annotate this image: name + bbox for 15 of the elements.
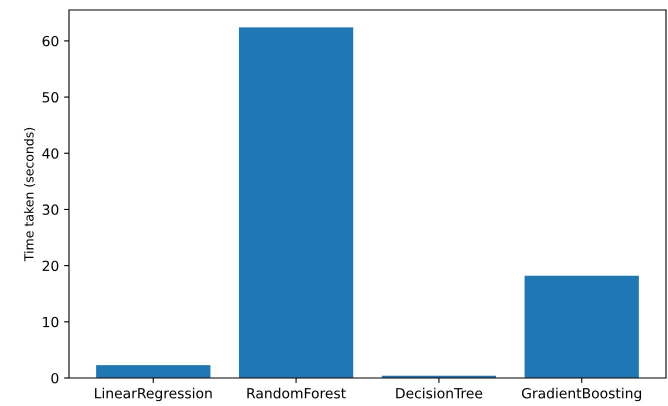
x-tick-label: RandomForest: [247, 388, 346, 398]
bar: [524, 276, 639, 378]
bar: [238, 27, 354, 378]
y-tick-label: 40: [42, 148, 58, 159]
y-tick-label: 0: [51, 372, 58, 384]
y-tick-label: 50: [42, 92, 58, 103]
y-tick-label: 10: [43, 316, 58, 328]
x-tick-label: DecisionTree: [396, 388, 482, 398]
bar: [96, 365, 210, 378]
x-tick-label: GradientBoosting: [522, 388, 642, 402]
y-axis-title: Time taken (seconds): [24, 128, 36, 262]
y-tick-label: 60: [42, 36, 58, 46]
x-tick-label: LinearRegression: [95, 388, 212, 402]
y-tick-label: 30: [42, 204, 58, 215]
y-tick-label: 20: [42, 260, 58, 272]
